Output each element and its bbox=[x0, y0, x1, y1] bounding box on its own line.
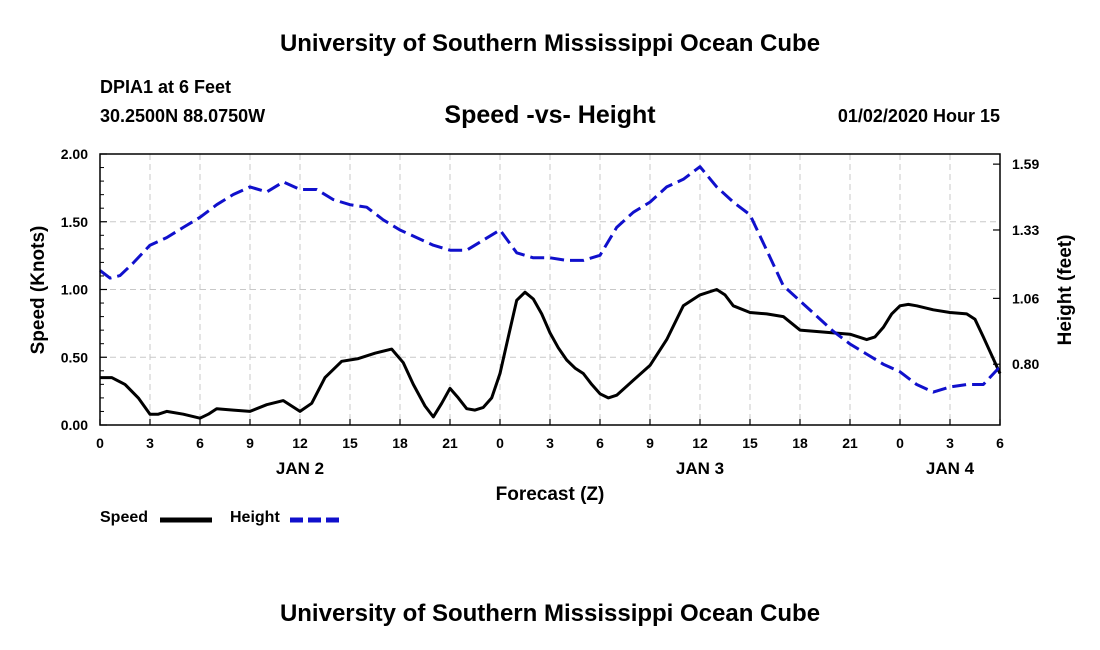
x-tick-label: 15 bbox=[342, 435, 358, 451]
grid-lines bbox=[100, 154, 1000, 425]
x-tick-label: 9 bbox=[246, 435, 254, 451]
y-axis-title: Speed (Knots) bbox=[28, 226, 49, 355]
x-tick-label: 9 bbox=[646, 435, 654, 451]
legend-speed-label: Speed bbox=[100, 509, 149, 526]
y2-tick-label: 0.80 bbox=[1012, 356, 1039, 372]
x-tick-label: 12 bbox=[292, 435, 308, 451]
y2-tick-label: 1.06 bbox=[1012, 290, 1039, 306]
chart-subtitle: Speed -vs- Height bbox=[444, 101, 656, 129]
series-line-height bbox=[99, 165, 1002, 394]
y-tick-label: 0.50 bbox=[61, 349, 88, 365]
x-tick-label: 15 bbox=[742, 435, 758, 451]
y2-axis-title: Height (feet) bbox=[1055, 235, 1076, 346]
y2-tick-label: 1.59 bbox=[1012, 156, 1039, 172]
x-tick-label: 6 bbox=[196, 435, 204, 451]
axis-ticks bbox=[99, 153, 1001, 426]
footer-title: University of Southern Mississippi Ocean… bbox=[279, 600, 821, 627]
station-label: DPIA1 at 6 Feet bbox=[100, 77, 232, 97]
chart-title: University of Southern Mississippi Ocean… bbox=[279, 30, 821, 57]
series-line-speed bbox=[100, 288, 1002, 420]
x-tick-label: 12 bbox=[692, 435, 708, 451]
x-tick-label: 21 bbox=[842, 435, 858, 451]
y-tick-label: 2.00 bbox=[61, 146, 88, 162]
x-tick-label: 21 bbox=[442, 435, 458, 451]
y-tick-label: 0.00 bbox=[61, 417, 88, 433]
x-tick-label: 0 bbox=[96, 435, 104, 451]
x-tick-label: 3 bbox=[546, 435, 554, 451]
x-tick-label: 0 bbox=[496, 435, 504, 451]
y-tick-label: 1.50 bbox=[61, 214, 88, 230]
x-tick-label: 0 bbox=[896, 435, 904, 451]
x-tick-label: 3 bbox=[146, 435, 154, 451]
y-tick-label: 1.00 bbox=[61, 282, 88, 298]
x-tick-label: 3 bbox=[946, 435, 954, 451]
series-layer bbox=[99, 165, 1002, 420]
day-label: JAN 2 bbox=[276, 459, 324, 478]
x-tick-label: 18 bbox=[792, 435, 808, 451]
axis-labels: 0 3 6 9 12 15 18 21 0 3 6 9 12 15 18 21 0 3 6 JAN 2 JAN 3 JAN… bbox=[61, 146, 1040, 478]
x-tick-label: 6 bbox=[996, 435, 1004, 451]
day-label: JAN 3 bbox=[676, 459, 724, 478]
x-tick-label: 18 bbox=[392, 435, 408, 451]
x-tick-label: 6 bbox=[596, 435, 604, 451]
x-axis-title: Forecast (Z) bbox=[496, 484, 605, 505]
y2-tick-label: 1.33 bbox=[1012, 222, 1039, 238]
legend-height-label: Height bbox=[230, 509, 280, 526]
forecast-datestamp: 01/02/2020 Hour 15 bbox=[837, 106, 1000, 126]
station-coordinates: 30.2500N 88.0750W bbox=[100, 106, 266, 126]
day-label: JAN 4 bbox=[926, 459, 975, 478]
